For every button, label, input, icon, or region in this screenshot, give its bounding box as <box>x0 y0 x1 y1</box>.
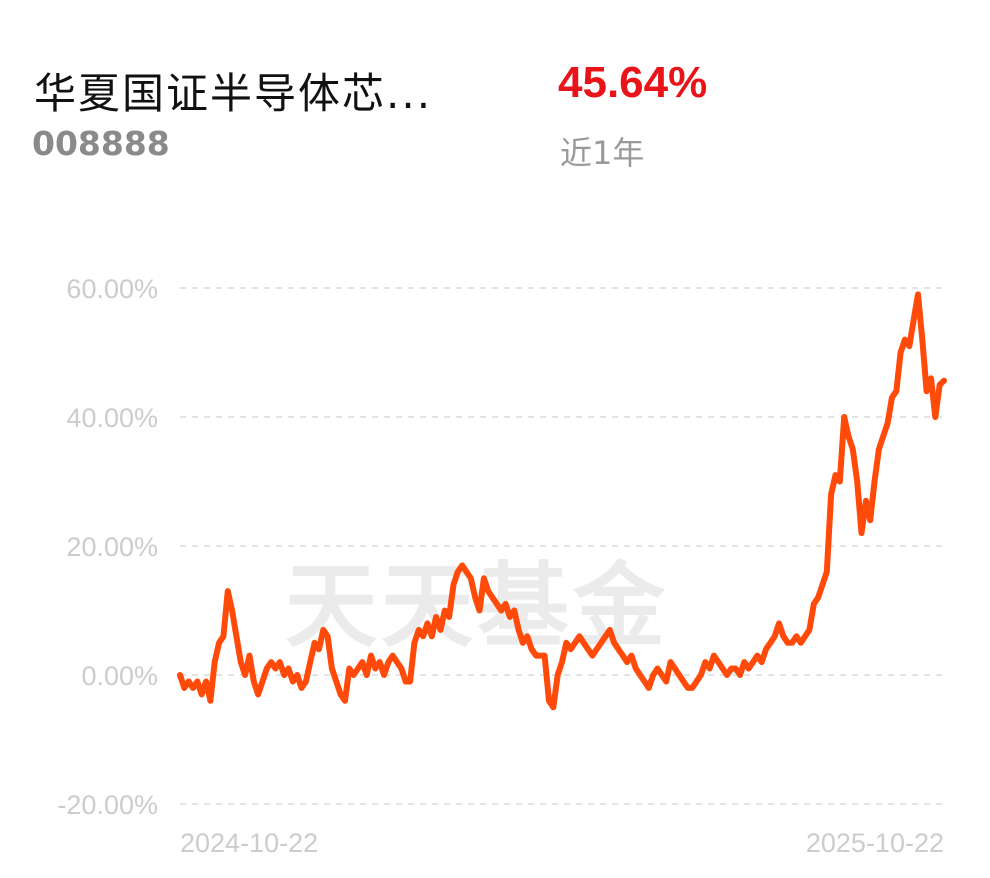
fund-name: 华夏国证半导体芯... <box>34 69 433 118</box>
y-tick-label: 20.00% <box>66 532 158 562</box>
grid-lines <box>180 287 944 805</box>
y-tick-label: 0.00% <box>81 661 158 691</box>
series-layer <box>177 291 947 711</box>
fund-code: 008888 <box>32 124 170 163</box>
y-tick-label: -20.00% <box>57 790 158 820</box>
series-line <box>177 291 947 711</box>
return-value: 45.64% <box>558 58 708 107</box>
y-axis-ticks: 60.00% 40.00% 20.00% 0.00% -20.00% <box>57 274 158 820</box>
return-period-label: 近1年 <box>560 134 645 172</box>
x-tick-label: 2024-10-22 <box>180 828 318 858</box>
x-axis-ticks: 2024-10-22 2025-10-22 <box>180 828 944 858</box>
y-tick-label: 60.00% <box>66 274 158 304</box>
y-tick-label: 40.00% <box>66 403 158 433</box>
x-tick-label: 2025-10-22 <box>806 828 944 858</box>
